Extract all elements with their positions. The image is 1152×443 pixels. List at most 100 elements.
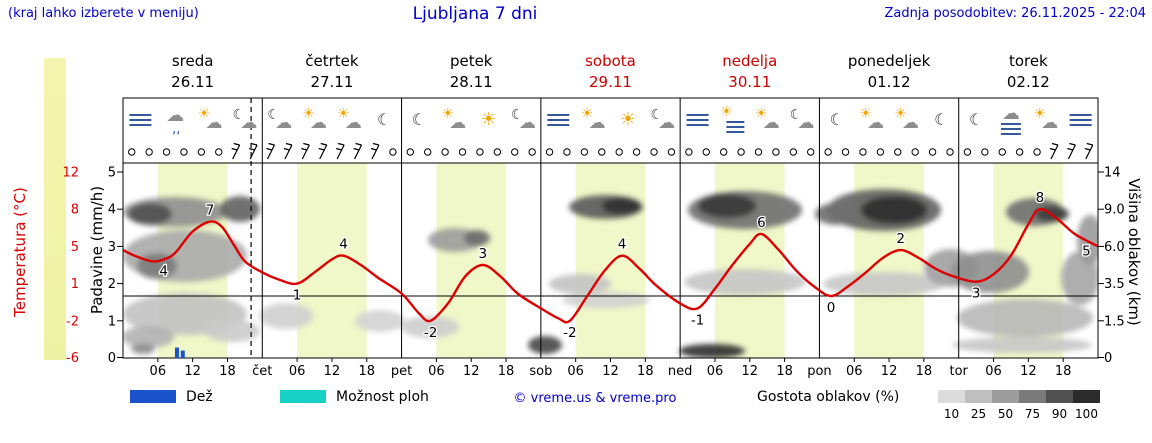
icon-glyph: ☁ bbox=[658, 113, 675, 133]
time-label: 06 bbox=[150, 364, 167, 379]
day-date: 30.11 bbox=[728, 73, 771, 91]
weather-icon-fog bbox=[1069, 114, 1092, 126]
weather-icon-moon-cloud: ☾☁ bbox=[790, 107, 815, 133]
wind-calm-icon bbox=[946, 148, 954, 156]
cloud-blob bbox=[957, 299, 1093, 337]
icon-glyph: ☀ bbox=[337, 106, 350, 122]
wind-calm-icon bbox=[824, 148, 832, 156]
barb-flag bbox=[318, 147, 325, 151]
barb-shaft bbox=[249, 144, 258, 160]
icon-glyph: ☀ bbox=[481, 109, 497, 130]
last-update-timestamp: Zadnja posodobitev: 26.11.2025 - 22:04 bbox=[884, 6, 1146, 21]
cloud-blob bbox=[528, 336, 562, 354]
day-date: 28.11 bbox=[450, 73, 493, 91]
cloud-blob bbox=[562, 292, 650, 308]
barb-flag bbox=[353, 147, 360, 151]
weather-icon-sun-cloud: ☀☁ bbox=[337, 106, 362, 133]
density-cell bbox=[1046, 390, 1073, 403]
icon-glyph: ☁ bbox=[345, 113, 362, 133]
icon-glyph: ☾ bbox=[790, 107, 803, 123]
weather-icon-moon: ☾ bbox=[934, 110, 948, 129]
wind-calm-icon bbox=[789, 148, 798, 156]
wind-calm-icon bbox=[963, 148, 972, 156]
temperature-tick-label: -6 bbox=[66, 351, 79, 366]
wind-calm-icon bbox=[737, 148, 745, 156]
temperature-tick-label: 8 bbox=[71, 203, 79, 218]
cloud-density-scale bbox=[938, 390, 1100, 403]
barb-flag bbox=[233, 142, 240, 146]
temperature-tick-label: 12 bbox=[62, 166, 79, 181]
icon-glyph: ☁ bbox=[240, 113, 257, 133]
density-value: 75 bbox=[1024, 407, 1041, 421]
icon-glyph: ☁ bbox=[798, 113, 815, 133]
weather-icon-sun-cloud: ☀☁ bbox=[442, 106, 467, 133]
day-name: četrtek bbox=[305, 52, 359, 70]
temperature-value-label: 1 bbox=[293, 288, 302, 304]
icon-glyph: ☾ bbox=[377, 110, 391, 129]
wind-barb-icon bbox=[283, 142, 293, 160]
wind-calm-icon bbox=[1033, 148, 1041, 156]
cloud-blob bbox=[464, 230, 490, 246]
wind-barb-icon bbox=[353, 142, 363, 160]
wind-calm-icon bbox=[841, 148, 850, 156]
day-name: torek bbox=[1009, 52, 1048, 70]
wind-calm-icon bbox=[632, 148, 641, 156]
time-label: 12 bbox=[881, 364, 898, 379]
icon-glyph: ☾ bbox=[650, 107, 663, 123]
cloud-height-tick-label: 3.5 bbox=[1104, 277, 1125, 292]
icon-glyph: ☀ bbox=[1033, 106, 1046, 122]
wind-calm-icon bbox=[807, 148, 815, 156]
barb-flag bbox=[285, 142, 293, 146]
weather-icon-cloud-drizzle: ☁,, bbox=[166, 105, 184, 137]
precipitation-tick-label: 2 bbox=[108, 277, 116, 292]
page-title: Ljubljana 7 dni bbox=[412, 4, 538, 24]
icon-glyph: ☾ bbox=[934, 110, 948, 129]
time-label: 06 bbox=[567, 364, 584, 379]
barb-shaft bbox=[354, 144, 363, 160]
temperature-value-label: 7 bbox=[206, 203, 215, 219]
barb-flag bbox=[301, 147, 307, 151]
cloud-blob bbox=[602, 198, 640, 214]
density-value: 50 bbox=[997, 407, 1014, 421]
weather-icon-fog-sun: ☀ bbox=[720, 104, 745, 133]
weather-icon-fog bbox=[129, 114, 152, 126]
icon-glyph: ☀ bbox=[894, 106, 907, 122]
weather-icon-sun-cloud: ☀☁ bbox=[581, 106, 606, 133]
temperature-scale-strip bbox=[44, 58, 66, 360]
day-name: nedelja bbox=[722, 52, 777, 70]
density-value: 10 bbox=[943, 407, 960, 421]
wind-barb-icon bbox=[370, 142, 380, 160]
cloud-height-tick-label: 14 bbox=[1104, 166, 1121, 181]
barb-flag bbox=[370, 147, 377, 151]
wind-calm-icon bbox=[545, 148, 554, 156]
cloud-blob bbox=[815, 203, 857, 225]
weather-icon-moon: ☾ bbox=[969, 110, 983, 129]
icon-glyph: ☁ bbox=[867, 113, 884, 133]
wind-calm-icon bbox=[598, 148, 606, 156]
wind-calm-icon bbox=[423, 148, 432, 156]
wind-calm-icon bbox=[406, 148, 414, 156]
icon-glyph: ☀ bbox=[198, 106, 211, 122]
wind-calm-icon bbox=[772, 148, 780, 156]
rain-bar bbox=[180, 350, 185, 358]
time-label: 18 bbox=[358, 364, 375, 379]
barb-flag bbox=[372, 142, 380, 146]
weather-icon-moon: ☾ bbox=[830, 110, 844, 129]
credit-link[interactable]: © vreme.us & vreme.pro bbox=[513, 391, 677, 406]
weather-icon-sun-cloud: ☀☁ bbox=[302, 106, 327, 133]
time-label: 18 bbox=[498, 364, 515, 379]
day-abbr-label: pet bbox=[391, 364, 412, 379]
weather-icon-fog bbox=[547, 114, 570, 126]
wind-calm-icon bbox=[458, 148, 467, 156]
wind-barb-icon bbox=[248, 142, 258, 160]
icon-glyph: ☀ bbox=[859, 106, 872, 122]
rain-bars bbox=[174, 347, 185, 358]
wind-calm-icon bbox=[441, 148, 449, 156]
wind-barb-icon bbox=[335, 142, 345, 160]
wind-barb-icon bbox=[1084, 142, 1094, 160]
day-name: sreda bbox=[172, 52, 214, 70]
cloud-blob bbox=[123, 326, 174, 348]
icon-glyph: ☁ bbox=[166, 105, 184, 126]
barb-flag bbox=[231, 147, 238, 151]
time-label: 06 bbox=[707, 364, 724, 379]
